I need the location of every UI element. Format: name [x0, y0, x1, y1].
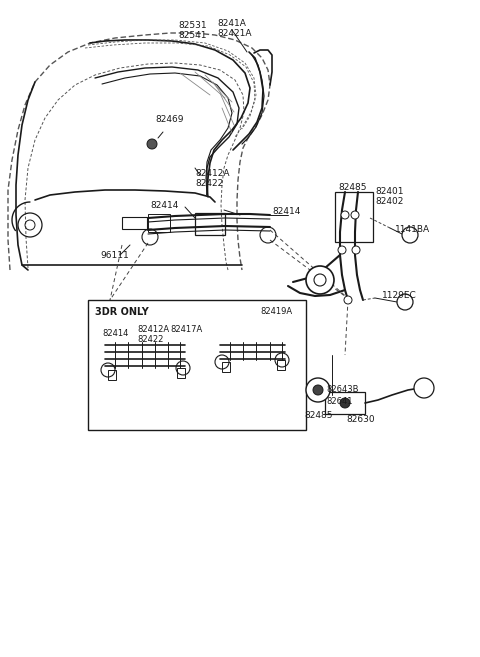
Text: 82485: 82485 — [304, 411, 333, 420]
Circle shape — [397, 294, 413, 310]
Text: 1129EC: 1129EC — [382, 290, 417, 300]
Circle shape — [340, 398, 350, 408]
Text: 82485: 82485 — [338, 183, 367, 193]
Circle shape — [344, 296, 352, 304]
Text: 3DR ONLY: 3DR ONLY — [95, 307, 149, 317]
Text: 82422: 82422 — [195, 179, 223, 187]
Circle shape — [147, 139, 157, 149]
Text: 82414: 82414 — [150, 200, 179, 210]
Text: 82422: 82422 — [137, 336, 163, 344]
Circle shape — [314, 274, 326, 286]
Circle shape — [402, 227, 418, 243]
Text: 82531: 82531 — [179, 22, 207, 30]
Bar — [177, 368, 185, 378]
Text: 82641: 82641 — [326, 397, 352, 405]
Text: 82643B: 82643B — [326, 384, 359, 394]
Circle shape — [313, 385, 323, 395]
Circle shape — [306, 378, 330, 402]
Text: 82417A: 82417A — [170, 325, 202, 334]
Circle shape — [414, 378, 434, 398]
Text: 82412A: 82412A — [137, 325, 169, 334]
Text: 8241A: 8241A — [217, 18, 246, 28]
Circle shape — [306, 266, 334, 294]
Bar — [122, 217, 147, 229]
Text: 82630: 82630 — [346, 415, 374, 424]
Text: 82541: 82541 — [179, 32, 207, 41]
Circle shape — [351, 211, 359, 219]
Bar — [195, 213, 225, 235]
Bar — [108, 370, 116, 380]
Circle shape — [341, 211, 349, 219]
Text: 82414: 82414 — [272, 208, 300, 217]
Text: 82401: 82401 — [375, 187, 404, 196]
Text: 1141BA: 1141BA — [395, 225, 430, 235]
Circle shape — [338, 246, 346, 254]
Text: 82402: 82402 — [375, 198, 403, 206]
Bar — [325, 392, 365, 414]
Text: 82414: 82414 — [102, 330, 128, 338]
Text: 82412A: 82412A — [195, 168, 229, 177]
Text: 82469: 82469 — [155, 116, 183, 124]
Text: 96111: 96111 — [100, 250, 129, 260]
Circle shape — [352, 246, 360, 254]
Bar — [277, 360, 285, 370]
Text: 82421A: 82421A — [217, 28, 252, 37]
Bar — [148, 214, 170, 232]
Bar — [222, 362, 230, 372]
Bar — [335, 192, 373, 242]
Text: 82419A: 82419A — [260, 307, 292, 317]
Bar — [88, 300, 306, 430]
